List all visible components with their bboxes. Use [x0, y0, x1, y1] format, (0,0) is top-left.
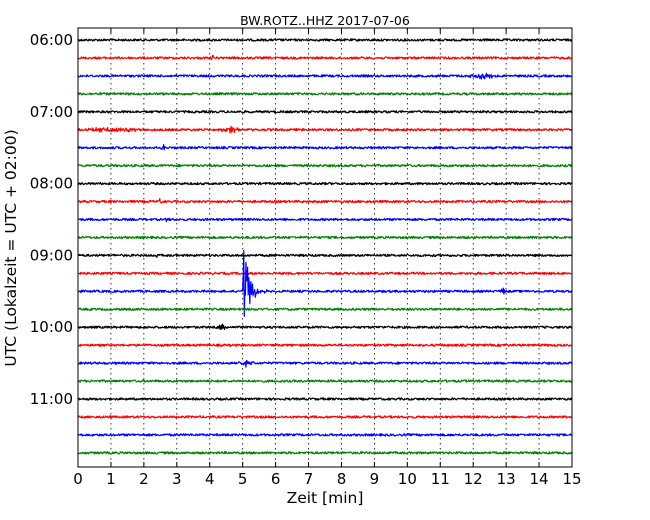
trace-0845: [77, 235, 573, 240]
trace-0930: [77, 249, 573, 317]
chart-title: BW.ROTZ..HHZ 2017-07-06: [240, 13, 410, 28]
x-tick-label: 6: [271, 470, 281, 488]
x-axis-label: Zeit [min]: [287, 489, 364, 507]
x-tick-label: 8: [337, 470, 347, 488]
x-tick-label: 3: [172, 470, 182, 488]
trace-0700: [77, 110, 573, 114]
trace-0715: [77, 125, 573, 134]
trace-0900: [77, 253, 573, 258]
y-tick-label: 06:00: [30, 31, 73, 49]
x-tick-label: 14: [530, 470, 549, 488]
trace-0945: [77, 307, 573, 311]
trace-0645: [77, 92, 573, 96]
trace-0615: [77, 54, 573, 61]
grid-lines: [110, 28, 540, 467]
x-tick-label: 4: [205, 470, 215, 488]
plot-frame: [77, 27, 573, 468]
x-tick-label: 7: [304, 470, 314, 488]
y-tick-label: 10:00: [30, 318, 73, 336]
x-tick-label: 15: [562, 470, 581, 488]
trace-0915: [77, 271, 573, 276]
trace-1000: [77, 323, 573, 331]
trace-0600: [77, 38, 573, 42]
x-tick-label: 11: [431, 470, 450, 488]
x-axis-ticks: 0 1 2 3 4 5 6 7 8 9 10 11 12 13 14 15: [73, 28, 582, 488]
trace-1145: [77, 451, 573, 455]
trace-1130: [77, 433, 573, 437]
seismogram-traces: [77, 38, 573, 455]
trace-0745: [77, 163, 573, 168]
y-tick-label: 07:00: [30, 103, 73, 121]
y-axis-label: UTC (Lokalzeit = UTC + 02:00): [2, 129, 20, 366]
trace-0800: [77, 181, 573, 186]
x-tick-label: 5: [238, 470, 248, 488]
y-tick-label: 09:00: [30, 246, 73, 264]
trace-1100: [77, 397, 573, 401]
trace-0830: [77, 217, 573, 223]
x-tick-label: 0: [73, 470, 83, 488]
x-tick-label: 1: [106, 470, 116, 488]
x-tick-label: 9: [370, 470, 380, 488]
y-tick-label: 08:00: [30, 175, 73, 193]
x-tick-label: 10: [398, 470, 417, 488]
trace-1015: [77, 343, 573, 347]
trace-0630: [77, 72, 573, 80]
x-tick-label: 2: [139, 470, 149, 488]
trace-1030: [77, 360, 573, 368]
trace-0730: [77, 143, 573, 151]
x-tick-label: 13: [497, 470, 516, 488]
trace-1115: [77, 415, 573, 419]
y-tick-label: 11:00: [30, 390, 73, 408]
trace-1045: [77, 379, 573, 383]
trace-0815: [77, 198, 573, 204]
y-axis-ticks: 06:00 07:00 08:00 09:00 10:00 11:00: [30, 31, 572, 408]
x-tick-label: 12: [464, 470, 483, 488]
